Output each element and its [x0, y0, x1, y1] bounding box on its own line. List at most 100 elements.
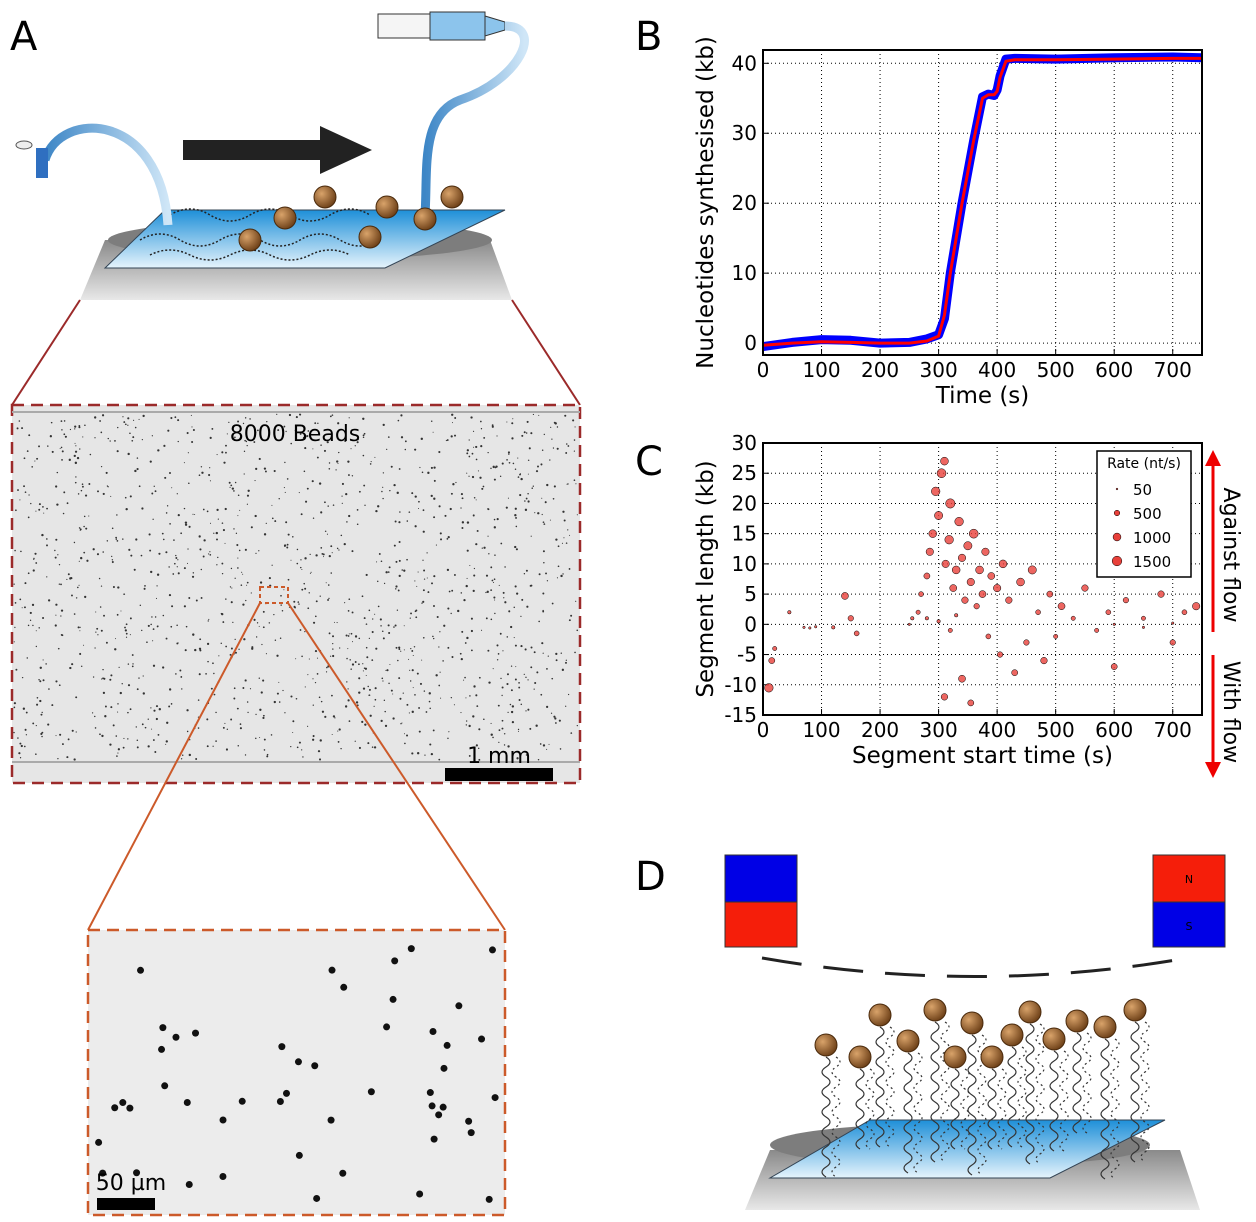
texture-dot	[567, 445, 570, 447]
texture-dot	[513, 606, 516, 609]
texture-dot	[288, 413, 292, 417]
legend-title: Rate (nt/s)	[1107, 456, 1181, 472]
texture-dot	[475, 744, 478, 747]
texture-dot	[460, 657, 463, 661]
texture-dot	[490, 618, 493, 621]
texture-dot	[338, 451, 340, 454]
texture-dot	[536, 671, 539, 674]
texture-dot	[496, 435, 498, 437]
texture-dot	[354, 445, 356, 447]
texture-dot	[127, 663, 130, 665]
texture-dot	[487, 508, 490, 511]
texture-dot	[157, 625, 159, 628]
texture-dot	[304, 587, 307, 590]
texture-dot	[448, 590, 451, 593]
texture-dot	[430, 494, 433, 498]
texture-dot	[84, 494, 88, 497]
bubble	[998, 559, 1008, 569]
texture-dot	[552, 447, 555, 449]
texture-dot	[125, 636, 128, 638]
texture-dot	[67, 738, 70, 741]
texture-dot	[509, 625, 513, 629]
texture-dot	[324, 501, 326, 504]
texture-dot	[180, 532, 183, 535]
texture-dot	[318, 758, 322, 761]
x-tick-label: 200	[861, 718, 899, 742]
texture-dot	[38, 679, 40, 681]
texture-dot	[176, 624, 178, 627]
texture-dot	[411, 492, 414, 495]
bubble	[764, 683, 774, 693]
texture-dot	[523, 573, 526, 575]
texture-dot	[478, 758, 481, 761]
texture-dot	[519, 473, 521, 476]
texture-dot	[517, 730, 519, 732]
texture-dot	[365, 646, 368, 649]
bead-spot	[133, 1169, 141, 1177]
dna-strand	[1025, 1023, 1035, 1165]
texture-dot	[124, 496, 127, 499]
texture-dot	[152, 640, 154, 642]
texture-dot	[117, 586, 120, 589]
texture-dot	[320, 444, 322, 446]
dna-strand	[1049, 1050, 1059, 1152]
texture-dot	[28, 434, 31, 437]
texture-dot	[493, 478, 496, 481]
texture-dot	[438, 505, 441, 508]
texture-dot	[384, 710, 386, 713]
texture-dot	[246, 701, 249, 703]
texture-dot	[115, 536, 117, 539]
dna-strand	[940, 1021, 950, 1163]
texture-dot	[470, 416, 473, 419]
texture-dot	[464, 676, 466, 679]
texture-dot	[95, 631, 97, 633]
texture-dot	[231, 487, 235, 490]
texture-dot	[314, 615, 317, 618]
plot-area	[762, 52, 1203, 352]
overview-label: 8000 Beads	[230, 422, 361, 447]
texture-dot	[554, 422, 557, 425]
texture-dot	[110, 706, 113, 709]
texture-dot	[35, 630, 37, 632]
texture-dot	[351, 611, 354, 614]
texture-dot	[542, 744, 546, 747]
texture-dot	[319, 595, 321, 597]
texture-dot	[139, 604, 142, 607]
texture-dot	[57, 758, 59, 760]
texture-dot	[96, 553, 100, 556]
texture-dot	[188, 597, 191, 599]
texture-dot	[271, 504, 273, 506]
texture-dot	[312, 738, 315, 741]
bead	[1042, 1027, 1066, 1051]
texture-dot	[199, 638, 202, 641]
texture-dot	[43, 512, 45, 514]
texture-dot	[433, 516, 436, 519]
texture-dot	[470, 649, 473, 652]
texture-dot	[552, 497, 555, 500]
texture-dot	[18, 420, 21, 422]
texture-dot	[483, 718, 485, 721]
bubble	[945, 498, 956, 509]
texture-dot	[534, 681, 537, 685]
texture-dot	[304, 557, 307, 560]
texture-dot	[506, 682, 509, 686]
texture-dot	[32, 722, 35, 725]
texture-dot	[493, 596, 496, 599]
texture-dot	[408, 658, 410, 660]
bubble	[1171, 621, 1175, 625]
texture-dot	[383, 699, 386, 702]
texture-dot	[75, 476, 77, 478]
texture-dot	[42, 659, 44, 661]
texture-dot	[439, 631, 441, 633]
texture-dot	[463, 599, 466, 602]
texture-dot	[538, 573, 541, 576]
texture-dot	[528, 447, 531, 450]
texture-dot	[328, 554, 331, 558]
texture-dot	[255, 636, 258, 638]
texture-dot	[127, 452, 130, 456]
texture-dot	[358, 746, 361, 750]
texture-dot	[420, 437, 423, 441]
texture-dot	[550, 712, 553, 714]
texture-dot	[170, 625, 173, 628]
